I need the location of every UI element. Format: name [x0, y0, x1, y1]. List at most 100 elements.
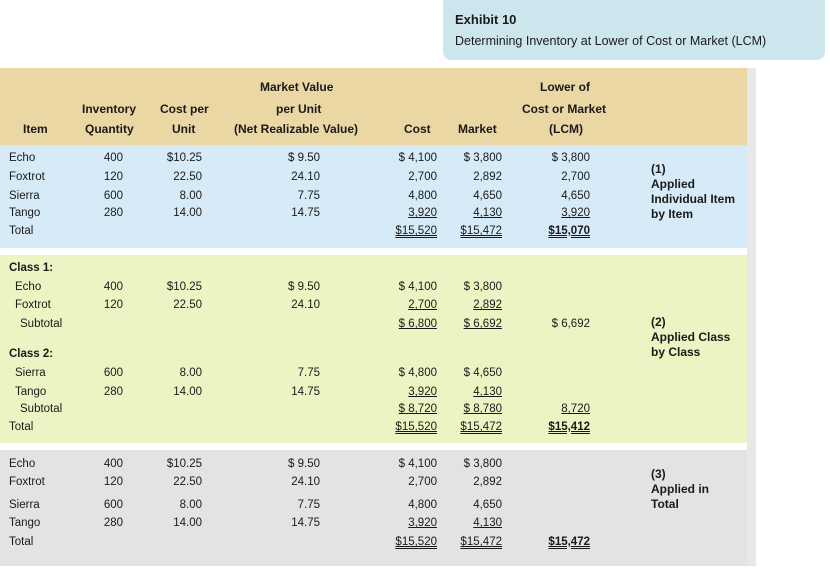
item-cell: Foxtrot	[9, 476, 45, 488]
market-cell: $ 3,800	[463, 152, 502, 164]
cost-cell: 3,920	[408, 207, 437, 219]
cost-cell: 2,700	[408, 171, 437, 183]
total-market: $15,472	[460, 225, 502, 237]
header-band	[0, 68, 747, 145]
cpu-cell: 14.00	[173, 386, 202, 398]
subtotal-lcm: $ 6,692	[551, 318, 590, 330]
exhibit-title: Exhibit 10	[455, 12, 517, 27]
market-cell: $ 4,650	[463, 367, 502, 379]
market-cell: 4,650	[473, 499, 502, 511]
class-1-heading: Class 1:	[9, 262, 54, 274]
qty-cell: 280	[103, 517, 123, 529]
method-note-total: (3) Applied in Total	[651, 467, 709, 511]
header-mv-3: (Net Realizable Value)	[234, 122, 359, 136]
cpu-cell: $10.25	[166, 458, 202, 470]
qty-cell: 600	[103, 190, 123, 202]
market-cell: 4,650	[473, 190, 502, 202]
qty-cell: 120	[103, 299, 123, 311]
item-cell: Sierra	[9, 499, 40, 511]
qty-cell: 400	[103, 458, 123, 470]
header-cpu-1: Cost per	[160, 102, 209, 116]
header-qty-2: Quantity	[85, 122, 134, 136]
header-lcm-2: Cost or Market	[522, 102, 607, 116]
item-cell: Sierra	[15, 367, 46, 379]
mv-cell: 14.75	[291, 207, 320, 219]
cost-cell: $ 4,800	[398, 367, 437, 379]
section-total-band	[0, 450, 747, 566]
qty-cell: 400	[103, 152, 123, 164]
class-2-heading: Class 2:	[9, 348, 54, 360]
cpu-cell: 14.00	[173, 207, 202, 219]
market-cell: $ 3,800	[463, 281, 502, 293]
subtotal-cost: $ 8,720	[398, 403, 437, 415]
total-cost: $15,520	[395, 536, 437, 548]
mv-cell: $ 9.50	[288, 458, 320, 470]
mv-cell: 24.10	[291, 476, 320, 488]
market-cell: 2,892	[473, 476, 502, 488]
total-lcm: $15,070	[548, 225, 590, 237]
total-cost: $15,520	[395, 225, 437, 237]
total-label: Total	[9, 421, 34, 433]
cpu-cell: $10.25	[166, 152, 202, 164]
qty-cell: 280	[103, 207, 123, 219]
header-qty-1: Inventory	[82, 102, 137, 116]
cpu-cell: $10.25	[166, 281, 202, 293]
subtotal-label: Subtotal	[20, 318, 63, 330]
item-cell: Foxtrot	[15, 299, 51, 311]
header-cpu-2: Unit	[172, 122, 196, 136]
mv-cell: 7.75	[297, 367, 320, 379]
cpu-cell: 8.00	[179, 499, 202, 511]
market-cell: 2,892	[473, 171, 502, 183]
cost-cell: 4,800	[408, 190, 437, 202]
mv-cell: 24.10	[291, 299, 320, 311]
qty-cell: 600	[103, 367, 123, 379]
section-class-band	[0, 255, 747, 443]
subtotal-lcm: 8,720	[561, 403, 590, 415]
item-cell: Foxtrot	[9, 171, 45, 183]
qty-cell: 600	[103, 499, 123, 511]
cpu-cell: 8.00	[179, 190, 202, 202]
header-mv-2: per Unit	[276, 102, 322, 116]
total-label: Total	[9, 536, 34, 548]
lcm-cell: 4,650	[561, 190, 590, 202]
item-cell: Tango	[9, 517, 41, 529]
total-label: Total	[9, 225, 34, 237]
cost-cell: $ 4,100	[398, 281, 437, 293]
market-cell: 2,892	[473, 299, 502, 311]
cost-cell: 3,920	[408, 386, 437, 398]
mv-cell: 7.75	[297, 499, 320, 511]
cost-cell: 4,800	[408, 499, 437, 511]
total-market: $15,472	[460, 536, 502, 548]
mv-cell: $ 9.50	[288, 281, 320, 293]
lcm-cell: $ 3,800	[551, 152, 590, 164]
header-cost: Cost	[404, 122, 431, 136]
subtotal-label: Subtotal	[20, 403, 63, 415]
cost-cell: $ 4,100	[398, 152, 437, 164]
mv-cell: 14.75	[291, 386, 320, 398]
lcm-cell: 3,920	[561, 207, 590, 219]
mv-cell: 24.10	[291, 171, 320, 183]
method-note-individual: (1) Applied Individual Item by Item	[651, 162, 736, 221]
cost-cell: 2,700	[408, 299, 437, 311]
cost-cell: 3,920	[408, 517, 437, 529]
market-cell: 4,130	[473, 386, 502, 398]
market-cell: 4,130	[473, 207, 502, 219]
mv-cell: 14.75	[291, 517, 320, 529]
item-cell: Echo	[9, 458, 36, 470]
qty-cell: 400	[103, 281, 123, 293]
cpu-cell: 14.00	[173, 517, 202, 529]
total-cost: $15,520	[395, 421, 437, 433]
exhibit-subtitle: Determining Inventory at Lower of Cost o…	[455, 34, 767, 48]
total-lcm: $15,412	[548, 421, 590, 433]
qty-cell: 120	[103, 476, 123, 488]
cpu-cell: 8.00	[179, 367, 202, 379]
qty-cell: 120	[103, 171, 123, 183]
cpu-cell: 22.50	[173, 171, 202, 183]
market-cell: $ 3,800	[463, 458, 502, 470]
method-note-class: (2) Applied Class by Class	[651, 315, 731, 359]
lcm-cell: 2,700	[561, 171, 590, 183]
table-shadow	[747, 68, 756, 566]
header-item: Item	[23, 122, 48, 136]
subtotal-market: $ 6,692	[463, 318, 502, 330]
total-market: $15,472	[460, 421, 502, 433]
